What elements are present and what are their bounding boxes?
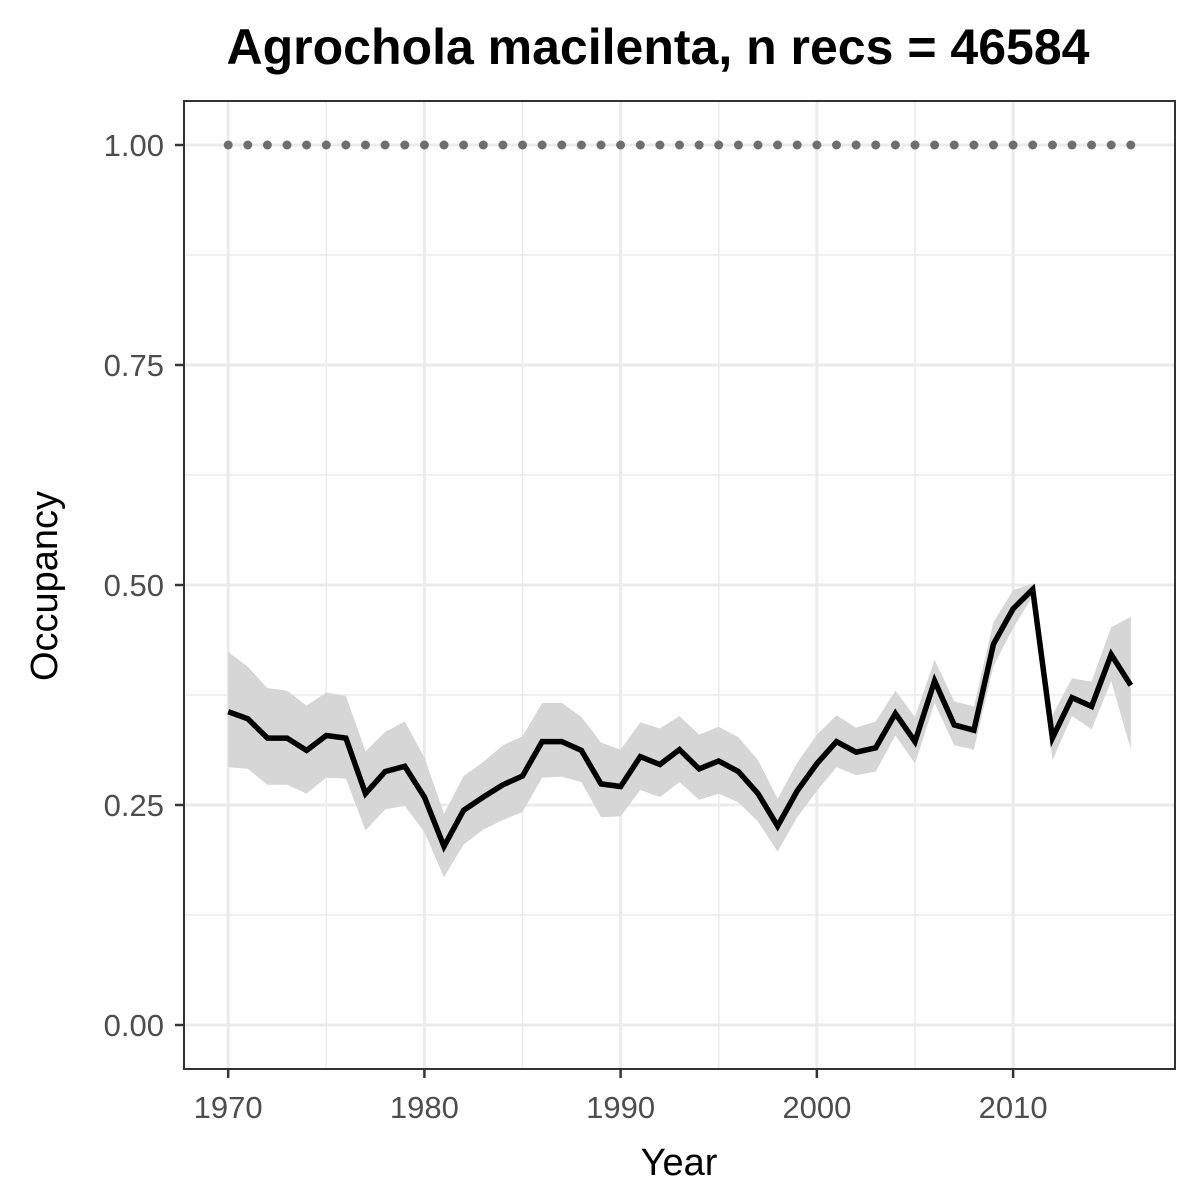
reference-point: [596, 140, 606, 150]
y-tick-label: 0.25: [104, 788, 164, 823]
reference-point: [518, 140, 527, 150]
reference-point: [400, 140, 410, 150]
x-axis-title: Year: [641, 1142, 718, 1184]
reference-point: [812, 140, 822, 150]
reference-point: [792, 140, 802, 150]
reference-point: [1028, 140, 1038, 150]
reference-point: [498, 140, 508, 150]
reference-point: [1008, 140, 1018, 150]
confidence-ribbon: [228, 583, 1131, 878]
x-tick-label: 1990: [586, 1090, 655, 1125]
reference-point: [1087, 140, 1097, 150]
reference-point: [675, 140, 684, 150]
reference-point: [773, 140, 783, 150]
reference-point: [930, 140, 940, 150]
y-tick-label: 0.75: [104, 348, 164, 383]
reference-point: [341, 140, 351, 150]
reference-point: [1126, 140, 1136, 150]
reference-point: [557, 140, 567, 150]
x-axis: 1970 1980 1990 2000 2010: [194, 1069, 1048, 1125]
reference-point: [302, 140, 312, 150]
reference-point: [851, 140, 861, 150]
reference-point: [361, 140, 370, 150]
reference-point: [949, 140, 959, 150]
reference-point: [243, 140, 253, 150]
y-axis-title: Occupancy: [24, 491, 66, 681]
reference-points-layer: [223, 140, 1136, 150]
reference-point: [321, 140, 331, 150]
reference-point: [910, 140, 920, 150]
y-tick-label: 1.00: [104, 128, 164, 163]
reference-point: [1106, 140, 1116, 150]
x-tick-label: 1980: [390, 1090, 459, 1125]
x-tick-label: 1970: [194, 1090, 263, 1125]
reference-point: [478, 140, 488, 150]
y-axis: 0.00 0.25 0.50 0.75 1.00: [104, 128, 184, 1043]
x-tick-label: 2010: [979, 1090, 1048, 1125]
x-tick-label: 2000: [782, 1090, 851, 1125]
reference-point: [753, 140, 763, 150]
reference-point: [576, 140, 586, 150]
reference-point: [419, 140, 429, 150]
confidence-band-layer: [228, 583, 1131, 878]
occupancy-mean-line: [227, 583, 1134, 853]
reference-point: [380, 140, 390, 150]
reference-point: [439, 140, 449, 150]
y-tick-label: 0.00: [104, 1008, 164, 1043]
reference-point: [733, 140, 743, 150]
reference-point: [223, 140, 233, 150]
mean-line-layer: [227, 583, 1134, 853]
reference-point: [969, 140, 979, 150]
chart-title: Agrochola macilenta, n recs = 46584: [227, 19, 1090, 75]
reference-point: [871, 140, 881, 150]
reference-point: [1067, 140, 1077, 150]
reference-point: [459, 140, 469, 150]
reference-point: [537, 140, 547, 150]
reference-point: [989, 140, 998, 150]
reference-point: [262, 140, 272, 150]
reference-point: [282, 140, 292, 150]
reference-point: [616, 140, 626, 150]
reference-point: [694, 140, 704, 150]
reference-point: [1047, 140, 1057, 150]
y-tick-label: 0.50: [104, 568, 164, 603]
reference-point: [832, 140, 841, 150]
reference-point: [714, 140, 724, 150]
reference-point: [890, 140, 900, 150]
reference-point: [655, 140, 665, 150]
reference-point: [635, 140, 645, 150]
